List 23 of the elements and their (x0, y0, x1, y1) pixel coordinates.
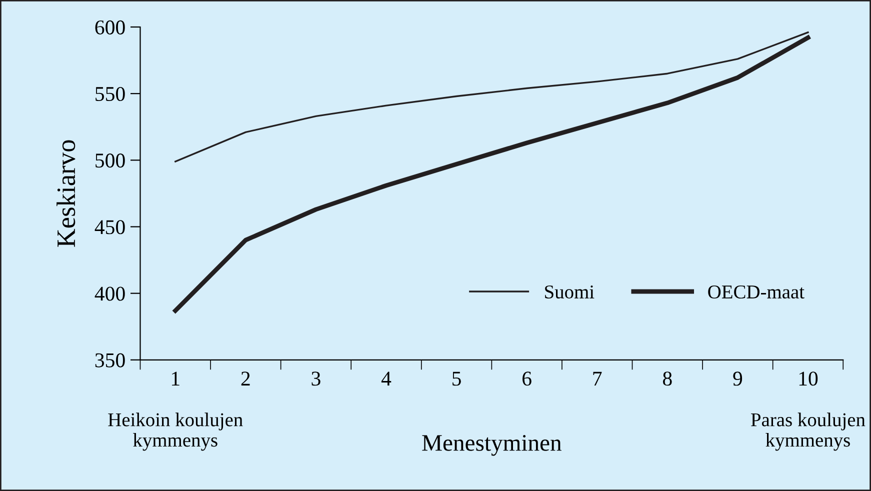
x-tick-label: 8 (662, 372, 672, 386)
y-tick-label: 450 (94, 220, 125, 234)
x-axis-title: Menestyminen (422, 435, 562, 456)
y-tick-label: 400 (94, 286, 125, 301)
y-tick-label: 500 (96, 154, 125, 168)
x-tick-label: 10 (799, 372, 818, 386)
text: Paras koulujen kymmenys (751, 412, 866, 451)
y-tick-label: 350 (95, 353, 125, 368)
x-tick-label: 7 (593, 372, 602, 386)
x-tick-label: 1 (172, 372, 180, 386)
x-tick-label: 5 (452, 372, 461, 386)
x-tick-label: 9 (733, 372, 742, 386)
line-series (173, 35, 810, 313)
y-axis-title: Keskiarvo (56, 140, 76, 247)
x-tick-label: 6 (522, 372, 532, 386)
y-tick-label: 550 (96, 86, 125, 102)
x-tick-label: 3 (312, 372, 320, 386)
x-tick-label: 4 (381, 372, 392, 386)
legend-label: Suomi (545, 285, 594, 299)
y-tick-label: 600 (95, 20, 125, 34)
legend-label: OECD-maat (708, 285, 804, 299)
x-tick-label: 2 (241, 372, 250, 386)
text: Heikoin koulujen kymmenys (108, 412, 243, 451)
